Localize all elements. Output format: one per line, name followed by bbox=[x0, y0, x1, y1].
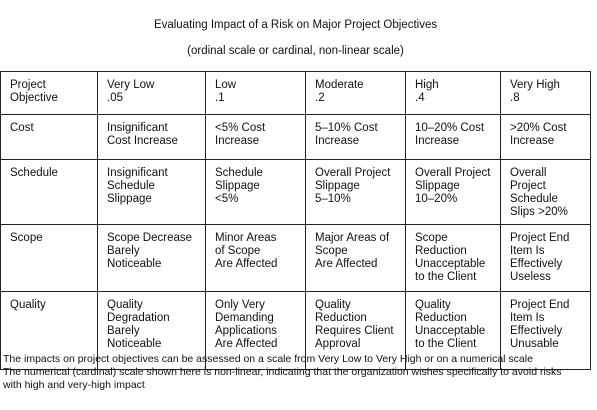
footer-explanation: The numerical (cardinal) scale shown her… bbox=[3, 366, 562, 391]
table-cell: >20% Cost Increase bbox=[499, 114, 592, 160]
impact-table: Evaluating Impact of a Risk on Major Pro… bbox=[0, 0, 592, 370]
table-cell: Quality Reduction Requires Client Approv… bbox=[305, 291, 406, 370]
table-title: Evaluating Impact of a Risk on Major Pro… bbox=[153, 19, 438, 31]
row-label: Cost bbox=[0, 114, 98, 160]
footer-note: The impacts on project objectives can be… bbox=[3, 353, 533, 365]
table-cell: Quality Reduction Unacceptable to the Cl… bbox=[405, 291, 501, 370]
table-row: Scope Scope Decrease Barely Noticeable Min… bbox=[0, 224, 592, 292]
table-cell: Overall Project Slippage 5–10% bbox=[305, 159, 406, 225]
table-cell: Insignificant Cost Increase bbox=[97, 114, 206, 160]
header-cell: Low .1 bbox=[205, 71, 306, 115]
row-label: Schedule bbox=[0, 159, 98, 225]
header-cell: Very Low .05 bbox=[97, 71, 206, 115]
table-cell: Project End Item Is Effectively Useless bbox=[499, 224, 592, 292]
table-cell: Overall Project Schedule Slips >20% bbox=[499, 159, 592, 225]
header-cell: Very High .8 bbox=[499, 71, 592, 115]
table-cell: <5% Cost Increase bbox=[205, 114, 306, 160]
table-cell: Minor Areas of Scope Are Affected bbox=[205, 224, 306, 292]
table-cell: Major Areas of Scope Are Affected bbox=[305, 224, 406, 292]
table-cell: Project End Item Is Effectively Unusable bbox=[499, 291, 592, 370]
table-cell: Schedule Slippage <5% bbox=[205, 159, 306, 225]
table-row: Quality Quality Degradation Barely Notice… bbox=[0, 291, 592, 370]
table-cell: 5–10% Cost Increase bbox=[305, 114, 406, 160]
header-cell: High .4 bbox=[405, 71, 501, 115]
row-label: Scope bbox=[0, 224, 98, 292]
table-row: Cost Insignificant Cost Increase <5% Cost … bbox=[0, 114, 592, 160]
header-row: Project Objective Very Low .05 Low .1 Moder… bbox=[0, 71, 592, 115]
table-cell: Insignificant Schedule Slippage bbox=[97, 159, 206, 225]
table-cell: Scope Reduction Unacceptable to the Clie… bbox=[405, 224, 501, 292]
table-row: Schedule Insignificant Schedule Slippage S… bbox=[0, 159, 592, 225]
title-cell: Evaluating Impact of a Risk on Major Pro… bbox=[0, 0, 591, 72]
table-cell: Scope Decrease Barely Noticeable bbox=[97, 224, 206, 292]
table-cell: Overall Project Slippage 10–20% bbox=[405, 159, 501, 225]
header-cell: Project Objective bbox=[0, 71, 98, 115]
header-cell: Moderate .2 bbox=[305, 71, 406, 115]
table-cell: Quality Degradation Barely Noticeable bbox=[97, 291, 206, 370]
table-cell: 10–20% Cost Increase bbox=[405, 114, 501, 160]
row-label: Quality bbox=[0, 291, 98, 370]
table-subtitle: (ordinal scale or cardinal, non-linear s… bbox=[187, 45, 404, 57]
